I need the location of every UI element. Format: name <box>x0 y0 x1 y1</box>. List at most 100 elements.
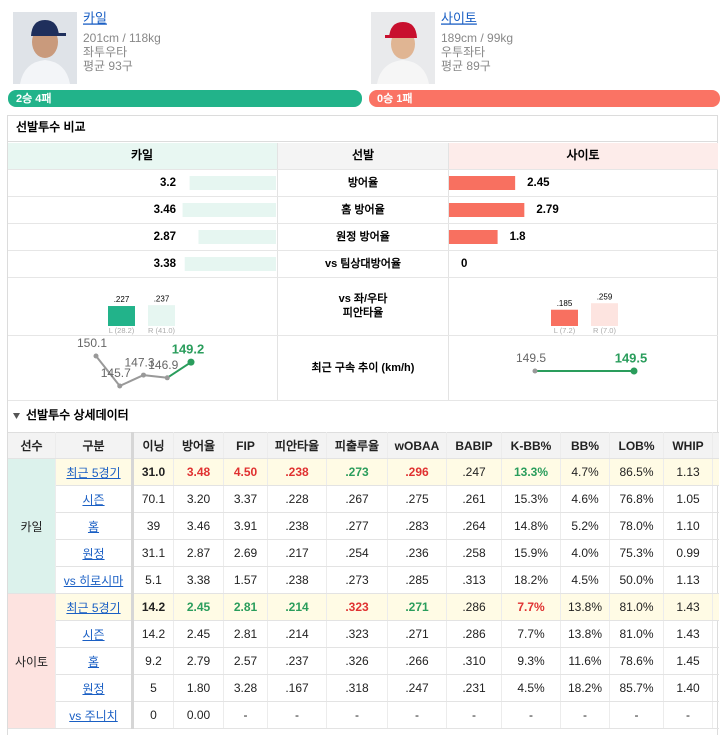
velocity-segment <box>95 355 121 387</box>
stat-cell: .167 <box>267 674 327 702</box>
stat-cell: 85.7% <box>609 674 664 702</box>
section-frame <box>7 115 718 735</box>
data-row: 시즌 70.1 3.20 3.37.228.267.275.261 15.3% 4.6% 7… <box>8 485 719 513</box>
row-label: 방어율 <box>348 175 378 189</box>
stat-cell: - <box>609 701 664 729</box>
split-link[interactable]: 홈 <box>87 519 100 534</box>
column-header: BB% <box>560 432 610 459</box>
split-value: .185 <box>557 299 573 308</box>
stat-cell: 7.7% <box>501 593 561 621</box>
stat-cell: 3.48 <box>173 458 224 486</box>
stat-cell: 11.6% <box>560 647 610 675</box>
right-value: 2.79 <box>536 204 558 216</box>
stat-cell: 1.10 <box>663 512 713 540</box>
stat-cell: - <box>267 701 327 729</box>
stat-cell: 1.40 <box>663 674 713 702</box>
stat-cell: 3.91 <box>223 512 268 540</box>
row-label: 피안타율 <box>343 305 383 319</box>
header-cell <box>277 143 448 169</box>
stat-cell: 2.57 <box>223 647 268 675</box>
record-text: 2승 4패 <box>16 91 52 105</box>
stat-cell: 2.45 <box>173 620 224 648</box>
stat-cell: 86.5% <box>609 458 664 486</box>
stat-cell: 12 <box>712 458 719 486</box>
velocity-label: 150.1 <box>77 336 107 350</box>
player-name[interactable]: 사이토 <box>441 10 477 25</box>
stat-cell: 1.45 <box>663 647 713 675</box>
split-link[interactable]: 최근 5경기 <box>66 600 121 615</box>
stat-cell: .261 <box>446 485 502 513</box>
stat-cell: 1.43 <box>663 620 713 648</box>
data-row: 홈 39 3.46 3.91.238.277.283.264 14.8% 5.2% 78.0… <box>8 512 719 540</box>
velocity-point <box>630 367 638 375</box>
stat-cell: 2.81 <box>223 593 268 621</box>
stat-cell: .247 <box>387 674 447 702</box>
split-bar <box>591 303 618 326</box>
collapse-icon[interactable] <box>13 413 20 419</box>
player-body: 189cm / 99kg <box>441 31 513 45</box>
data-row: 사이토 최근 5경기 14.2 2.45 2.81.214.323.271.286 7.7… <box>8 593 719 729</box>
stat-cell: .313 <box>446 566 502 594</box>
split-cell: 홈 <box>55 647 134 675</box>
stat-cell: 9.3% <box>501 647 561 675</box>
header-cell <box>8 143 277 169</box>
stat-cell: 2.79 <box>173 647 224 675</box>
row-label: 최근 구속 추이 (km/h) <box>312 360 415 374</box>
stat-cell: .277 <box>326 512 388 540</box>
right-value: 0 <box>461 258 467 270</box>
stat-cell: - <box>663 701 713 729</box>
stat-cell: .286 <box>446 593 502 621</box>
record-bar <box>8 90 362 107</box>
split-link[interactable]: 원정 <box>82 681 105 696</box>
split-link[interactable]: 최근 5경기 <box>66 465 121 480</box>
split-bar <box>148 305 175 326</box>
stat-cell: 2.81 <box>223 620 268 648</box>
split-sub: R (7.0) <box>593 326 616 335</box>
stat-cell: .310 <box>446 647 502 675</box>
left-bar <box>184 257 276 271</box>
data-row: 홈 9.2 2.79 2.57.237.326.266.310 9.3% 11.6% 78.… <box>8 647 719 675</box>
stat-cell: 2.69 <box>223 539 268 567</box>
summary: 카일 201cm / 118kg 좌투우타 평균 93구 사이토 189cm /… <box>8 10 720 422</box>
stat-cell: .296 <box>387 458 447 486</box>
split-link[interactable]: vs 히로시마 <box>63 573 124 588</box>
stat-cell: - <box>501 701 561 729</box>
stat-cell: 4 <box>712 593 719 621</box>
split-bar <box>108 306 135 326</box>
column-header: 방어율 <box>173 432 224 459</box>
stat-cell: 9.2 <box>132 647 174 675</box>
stat-cell: 1 <box>712 512 719 540</box>
player-cell: 카일 <box>8 458 56 594</box>
split-link[interactable]: vs 주니치 <box>69 708 118 723</box>
split-link[interactable]: 시즌 <box>82 492 105 507</box>
stat-cell: .258 <box>446 539 502 567</box>
stat-cell: 4.0% <box>560 539 610 567</box>
stat-cell: 70.1 <box>132 485 174 513</box>
stat-cell: - <box>326 701 388 729</box>
player-name[interactable]: 카일 <box>83 10 107 25</box>
stat-cell: .318 <box>326 674 388 702</box>
split-link[interactable]: 시즌 <box>82 627 105 642</box>
split-sub: L (28.2) <box>109 326 135 335</box>
split-value: .237 <box>154 294 170 303</box>
section-title: 선발투수 비교 <box>16 119 86 134</box>
stat-cell: .267 <box>326 485 388 513</box>
stat-cell: 3 <box>712 674 719 702</box>
stat-cell: 2.87 <box>173 539 224 567</box>
stat-cell: 14.2 <box>132 620 174 648</box>
stat-cell: 1.05 <box>663 485 713 513</box>
split-link[interactable]: 홈 <box>87 654 100 669</box>
column-header: 자책 <box>712 432 719 459</box>
column-header: K-BB% <box>501 432 561 459</box>
stat-cell: 50.0% <box>609 566 664 594</box>
column-header: 이닝 <box>132 432 174 459</box>
split-value: .259 <box>597 292 613 301</box>
split-link[interactable]: 원정 <box>82 546 105 561</box>
left-bar <box>189 176 276 190</box>
left-value: 3.38 <box>154 258 177 270</box>
stat-cell: .283 <box>387 512 447 540</box>
right-bar <box>449 203 525 217</box>
stat-cell: 0 <box>712 701 719 729</box>
stat-cell: .214 <box>267 620 327 648</box>
stat-cell: 1.43 <box>663 593 713 621</box>
